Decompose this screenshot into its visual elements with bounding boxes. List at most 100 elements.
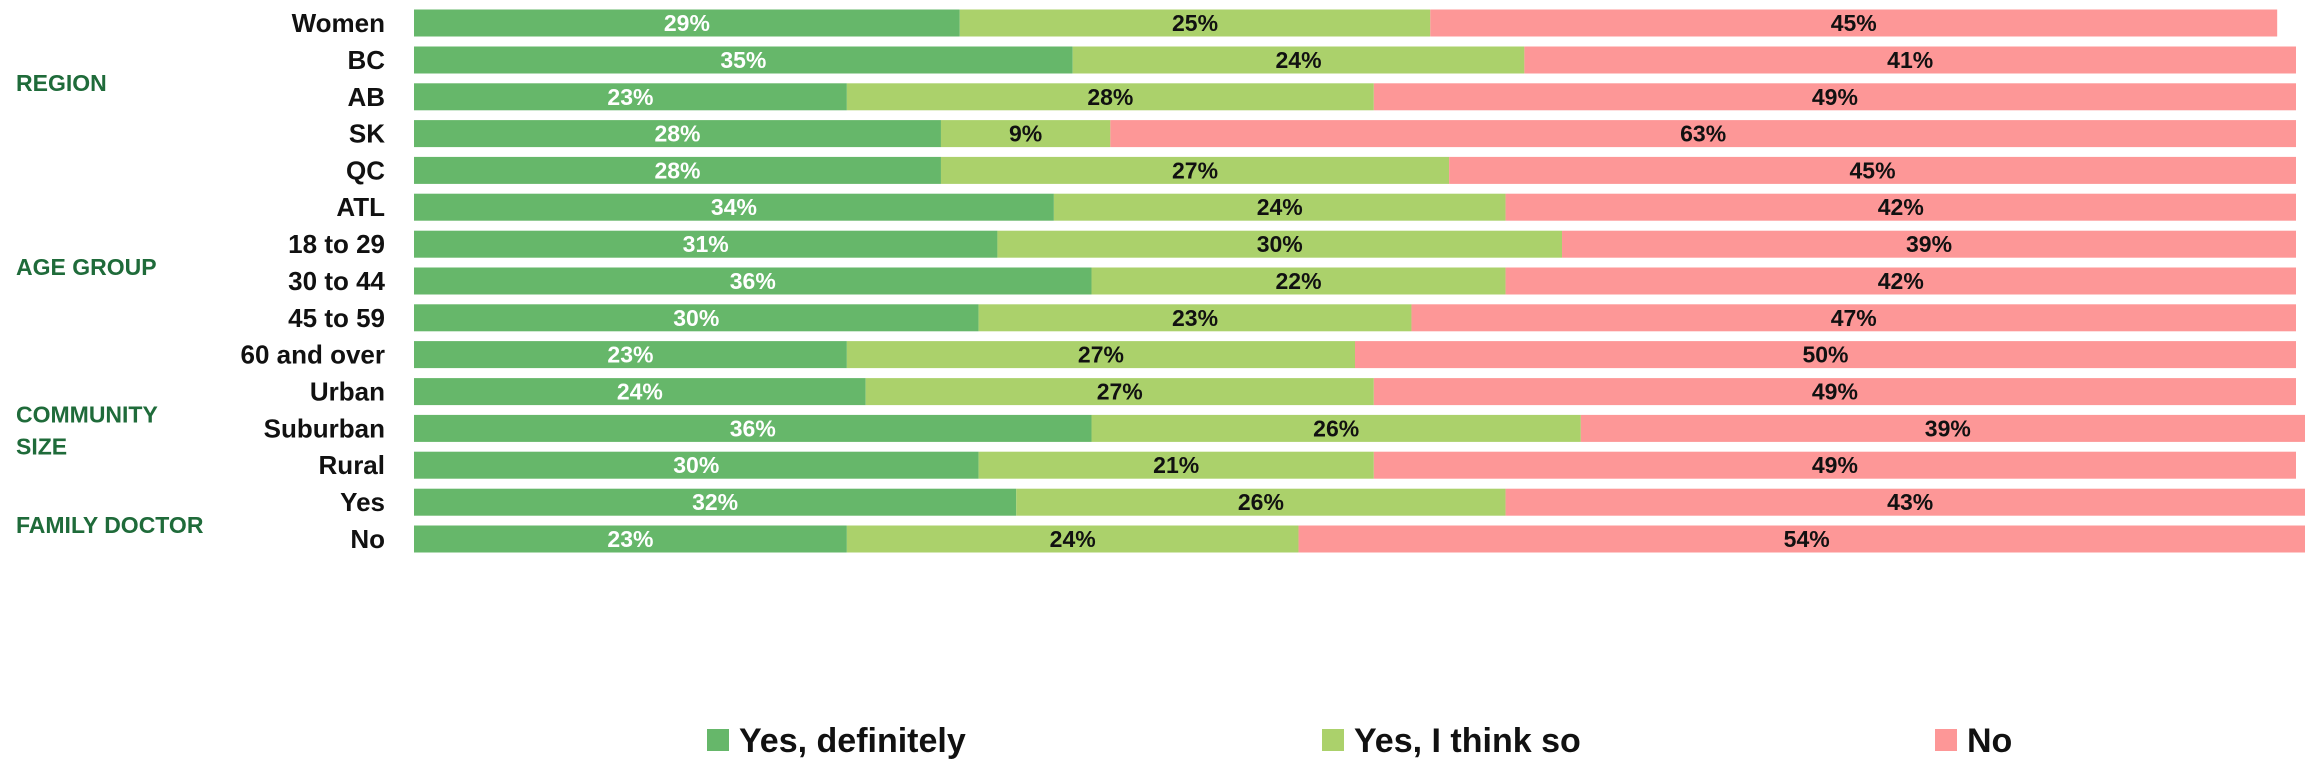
data-label-yes-i-think-so-region-bc: 24% (1276, 47, 1322, 73)
bar-segment-yes-definitely-age-group-45-to-59 (414, 304, 979, 332)
bar-segment-yes-i-think-so-region-sk (940, 120, 1111, 148)
data-label-yes-definitely-family-doctor-no: 23% (607, 526, 653, 552)
legend-swatch-yes-definitely (707, 729, 729, 751)
bar-segment-no-region-atl (1505, 193, 2296, 221)
group-label-family-doctor: FAMILY DOCTOR (16, 512, 204, 538)
bar-segment-yes-i-think-so-region-atl (1053, 193, 1506, 221)
data-label-yes-definitely-family-doctor-yes: 32% (692, 489, 738, 515)
bar-segment-yes-i-think-so-age-group-60-and-over (846, 341, 1355, 369)
data-label-yes-i-think-so-region-atl: 24% (1257, 194, 1303, 220)
group-label-line: SIZE (16, 434, 67, 460)
data-label-yes-i-think-so-women: 25% (1172, 10, 1218, 36)
data-label-no-region-bc: 41% (1887, 47, 1933, 73)
row-label-community-size-rural: Rural (319, 450, 385, 480)
group-label-age-group: AGE GROUP (16, 254, 157, 280)
group-label-line: FAMILY DOCTOR (16, 512, 204, 538)
data-label-no-age-group-30-to-44: 42% (1878, 268, 1924, 294)
bar-segment-no-family-doctor-yes (1505, 488, 2305, 516)
data-label-yes-i-think-so-community-size-rural: 21% (1153, 452, 1199, 478)
data-label-no-region-qc: 45% (1850, 157, 1896, 183)
data-label-yes-definitely-region-bc: 35% (720, 47, 766, 73)
data-label-yes-definitely-region-atl: 34% (711, 194, 757, 220)
bar-segment-yes-definitely-family-doctor-yes (414, 488, 1017, 516)
data-label-yes-definitely-age-group-30-to-44: 36% (730, 268, 776, 294)
bar-segment-yes-i-think-so-community-size-suburban (1091, 414, 1581, 442)
row-label-region-ab: AB (347, 82, 385, 112)
legend-label-yes-definitely: Yes, definitely (739, 722, 966, 760)
row-label-region-sk: SK (349, 119, 385, 149)
data-label-yes-i-think-so-age-group-18-to-29: 30% (1257, 231, 1303, 257)
bar-segment-yes-i-think-so-region-bc (1072, 46, 1525, 74)
bar-segment-yes-i-think-so-age-group-18-to-29 (997, 230, 1563, 258)
data-label-yes-definitely-community-size-rural: 30% (673, 452, 719, 478)
data-label-yes-i-think-so-age-group-45-to-59: 23% (1172, 305, 1218, 331)
data-label-no-community-size-rural: 49% (1812, 452, 1858, 478)
group-label-region: REGION (16, 70, 107, 96)
bar-segment-yes-definitely-region-sk (414, 120, 941, 148)
bar-segment-yes-i-think-so-community-size-urban (865, 378, 1374, 406)
data-label-no-region-ab: 49% (1812, 84, 1858, 110)
group-label-line: REGION (16, 70, 107, 96)
row-label-family-doctor-yes: Yes (340, 487, 385, 517)
data-label-yes-definitely-region-qc: 28% (654, 157, 700, 183)
bar-segment-yes-i-think-so-family-doctor-yes (1016, 488, 1506, 516)
bar-segment-yes-definitely-age-group-60-and-over (414, 341, 847, 369)
row-label-community-size-urban: Urban (310, 377, 385, 407)
row-label-community-size-suburban: Suburban (264, 413, 385, 443)
data-label-no-women: 45% (1831, 10, 1877, 36)
data-label-yes-definitely-age-group-45-to-59: 30% (673, 305, 719, 331)
bar-segment-no-region-ab (1373, 83, 2296, 111)
row-label-age-group-60-and-over: 60 and over (240, 340, 385, 370)
data-label-yes-i-think-so-age-group-60-and-over: 27% (1078, 342, 1124, 368)
bar-segment-yes-definitely-community-size-suburban (414, 414, 1092, 442)
data-label-yes-i-think-so-region-ab: 28% (1087, 84, 1133, 110)
row-label-region-bc: BC (347, 45, 385, 75)
bar-segment-yes-definitely-region-atl (414, 193, 1054, 221)
data-label-yes-i-think-so-region-qc: 27% (1172, 157, 1218, 183)
bar-segment-no-age-group-30-to-44 (1505, 267, 2296, 295)
data-label-no-community-size-suburban: 39% (1925, 415, 1971, 441)
data-label-no-family-doctor-yes: 43% (1887, 489, 1933, 515)
group-label-line: AGE GROUP (16, 254, 157, 280)
bar-segment-yes-i-think-so-family-doctor-no (846, 525, 1299, 553)
bar-segment-no-women (1430, 9, 2278, 37)
data-label-no-family-doctor-no: 54% (1784, 526, 1830, 552)
data-label-yes-definitely-community-size-suburban: 36% (730, 415, 776, 441)
data-label-yes-definitely-age-group-60-and-over: 23% (607, 342, 653, 368)
bar-segment-yes-i-think-so-region-qc (940, 156, 1450, 184)
data-label-yes-i-think-so-age-group-30-to-44: 22% (1276, 268, 1322, 294)
bar-segment-no-community-size-rural (1373, 451, 2296, 479)
bar-segment-yes-i-think-so-age-group-30-to-44 (1091, 267, 1506, 295)
legend-swatch-no (1935, 729, 1957, 751)
bar-segment-no-region-bc (1524, 46, 2296, 74)
bar-segment-yes-i-think-so-age-group-45-to-59 (978, 304, 1412, 332)
group-label-line: COMMUNITY (16, 402, 158, 428)
row-label-age-group-45-to-59: 45 to 59 (288, 303, 385, 333)
legend-label-yes-i-think-so: Yes, I think so (1354, 722, 1581, 760)
bar-segment-no-region-sk (1110, 120, 2296, 148)
row-label-region-qc: QC (346, 155, 385, 185)
row-label-family-doctor-no: No (350, 524, 385, 554)
bar-segment-no-age-group-18-to-29 (1562, 230, 2296, 258)
data-label-no-region-atl: 42% (1878, 194, 1924, 220)
bar-segment-no-region-qc (1449, 156, 2296, 184)
data-label-yes-definitely-region-ab: 23% (607, 84, 653, 110)
data-label-yes-definitely-women: 29% (664, 10, 710, 36)
row-label-women: Women (292, 8, 385, 38)
legend-swatch-yes-i-think-so (1322, 729, 1344, 751)
bar-segment-yes-definitely-women (414, 9, 960, 37)
data-label-yes-i-think-so-family-doctor-no: 24% (1050, 526, 1096, 552)
data-label-yes-definitely-community-size-urban: 24% (617, 379, 663, 405)
bar-segment-no-community-size-suburban (1580, 414, 2305, 442)
row-label-age-group-30-to-44: 30 to 44 (288, 266, 385, 296)
bar-segment-yes-i-think-so-community-size-rural (978, 451, 1374, 479)
bar-segment-no-age-group-60-and-over (1355, 341, 2296, 369)
data-label-no-age-group-18-to-29: 39% (1906, 231, 1952, 257)
data-label-no-age-group-45-to-59: 47% (1831, 305, 1877, 331)
bar-segment-no-family-doctor-no (1298, 525, 2305, 553)
bar-segment-yes-definitely-community-size-rural (414, 451, 979, 479)
bar-segment-yes-definitely-age-group-30-to-44 (414, 267, 1092, 295)
data-label-yes-i-think-so-community-size-urban: 27% (1097, 379, 1143, 405)
data-label-yes-i-think-so-region-sk: 9% (1009, 121, 1042, 147)
bar-segment-yes-i-think-so-women (959, 9, 1431, 37)
